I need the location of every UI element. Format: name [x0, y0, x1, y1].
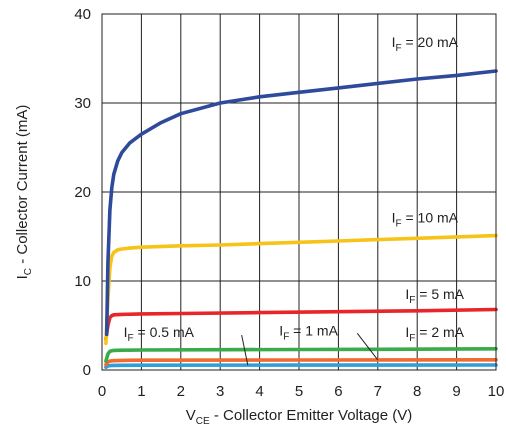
series-line: [104, 346, 498, 363]
x-tick-label: 3: [216, 383, 224, 400]
x-tick-label: 6: [334, 383, 342, 400]
x-tick-label: 7: [374, 383, 382, 400]
series-line: [104, 69, 498, 337]
series-label: IF = 10 mA: [392, 209, 459, 229]
y-tick-label: 30: [74, 95, 91, 112]
x-tick-label: 10: [488, 383, 505, 400]
plot-frame: [101, 13, 497, 371]
x-tick-label: 9: [452, 383, 460, 400]
series-line: [104, 363, 498, 370]
series-label: IF = 0.5 mA: [124, 324, 195, 344]
x-axis-title: VCE - Collector Emitter Voltage (V): [186, 407, 413, 427]
y-tick-label: 0: [83, 362, 91, 379]
x-tick-label: 5: [295, 383, 303, 400]
x-tick-label: 1: [137, 383, 145, 400]
x-tick-label: 4: [255, 383, 263, 400]
grid: [102, 14, 496, 370]
series-line: [104, 307, 498, 341]
series-lines: [104, 69, 498, 370]
series-label: IF = 20 mA: [392, 34, 459, 54]
y-tick-label: 10: [74, 273, 91, 290]
series-line: [104, 233, 498, 346]
series-label: IF = 5 mA: [405, 286, 464, 306]
x-tick-label: 8: [413, 383, 421, 400]
x-tick-label: 0: [98, 383, 106, 400]
annotation-leader-line: [356, 332, 379, 361]
x-tick-label: 2: [177, 383, 185, 400]
axis-ticks: 0 1 2 3 4 5 6 7 8 9 10 0 10 20 30 40: [74, 6, 504, 400]
series-label: IF = 2 mA: [405, 324, 464, 344]
series-label: IF = 1 mA: [279, 322, 338, 342]
y-tick-label: 20: [74, 184, 91, 201]
y-tick-label: 40: [74, 6, 91, 23]
annotation-leader-line: [241, 334, 249, 366]
y-axis-title: IC - Collector Current (mA): [14, 105, 34, 280]
series-line: [104, 357, 498, 367]
series-annotations: IF = 20 mA IF = 10 mA IF = 5 mA IF = 2 mA IF…: [124, 34, 465, 366]
